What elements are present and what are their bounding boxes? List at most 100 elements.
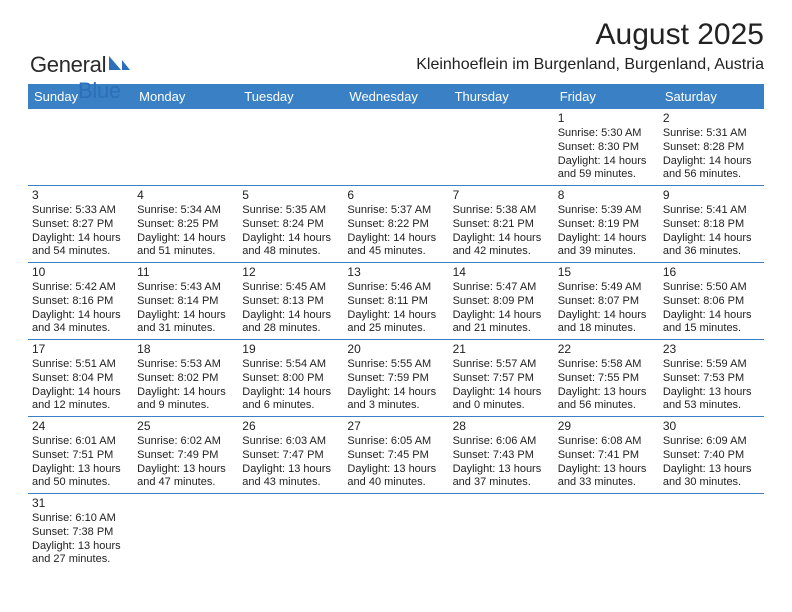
cell-line: and 15 minutes.	[663, 322, 760, 336]
cell-line: Sunset: 7:53 PM	[663, 372, 760, 386]
cell-line: and 56 minutes.	[558, 399, 655, 413]
cell-line: Sunrise: 5:31 AM	[663, 127, 760, 141]
calendar-cell-empty	[133, 494, 238, 571]
calendar-cell: 25Sunrise: 6:02 AMSunset: 7:49 PMDayligh…	[133, 417, 238, 494]
calendar-row: 3Sunrise: 5:33 AMSunset: 8:27 PMDaylight…	[28, 186, 764, 263]
day-number: 5	[242, 188, 339, 203]
day-header: Saturday	[659, 84, 764, 109]
day-number: 3	[32, 188, 129, 203]
cell-line: and 47 minutes.	[137, 476, 234, 490]
cell-line: Sunrise: 5:58 AM	[558, 358, 655, 372]
cell-line: Sunrise: 5:47 AM	[453, 281, 550, 295]
cell-line: Sunset: 7:43 PM	[453, 449, 550, 463]
cell-line: and 59 minutes.	[558, 168, 655, 182]
cell-line: Daylight: 13 hours	[347, 463, 444, 477]
cell-line: and 28 minutes.	[242, 322, 339, 336]
calendar-cell: 31Sunrise: 6:10 AMSunset: 7:38 PMDayligh…	[28, 494, 133, 571]
calendar-cell: 18Sunrise: 5:53 AMSunset: 8:02 PMDayligh…	[133, 340, 238, 417]
calendar-cell-empty	[238, 109, 343, 186]
calendar-cell: 29Sunrise: 6:08 AMSunset: 7:41 PMDayligh…	[554, 417, 659, 494]
cell-line: Daylight: 14 hours	[347, 386, 444, 400]
calendar-body: 1Sunrise: 5:30 AMSunset: 8:30 PMDaylight…	[28, 109, 764, 570]
cell-line: and 37 minutes.	[453, 476, 550, 490]
cell-line: Sunrise: 5:30 AM	[558, 127, 655, 141]
cell-line: and 39 minutes.	[558, 245, 655, 259]
cell-line: Daylight: 14 hours	[137, 232, 234, 246]
logo: GeneralBlue	[30, 52, 132, 104]
cell-line: Sunset: 8:21 PM	[453, 218, 550, 232]
cell-line: Sunrise: 6:03 AM	[242, 435, 339, 449]
cell-line: and 34 minutes.	[32, 322, 129, 336]
calendar-cell: 11Sunrise: 5:43 AMSunset: 8:14 PMDayligh…	[133, 263, 238, 340]
cell-line: Daylight: 13 hours	[558, 463, 655, 477]
month-title: August 2025	[28, 18, 764, 52]
cell-line: and 36 minutes.	[663, 245, 760, 259]
logo-text: GeneralBlue	[30, 52, 132, 104]
header: August 2025 Kleinhoeflein im Burgenland,…	[28, 18, 764, 74]
day-number: 7	[453, 188, 550, 203]
day-number: 13	[347, 265, 444, 280]
day-header: Tuesday	[238, 84, 343, 109]
calendar-cell: 4Sunrise: 5:34 AMSunset: 8:25 PMDaylight…	[133, 186, 238, 263]
day-number: 21	[453, 342, 550, 357]
calendar-cell-empty	[449, 494, 554, 571]
cell-line: Sunset: 7:40 PM	[663, 449, 760, 463]
cell-line: Sunrise: 5:37 AM	[347, 204, 444, 218]
location-text: Kleinhoeflein im Burgenland, Burgenland,…	[28, 56, 764, 74]
cell-line: Sunset: 8:02 PM	[137, 372, 234, 386]
cell-line: Daylight: 13 hours	[558, 386, 655, 400]
calendar-cell: 23Sunrise: 5:59 AMSunset: 7:53 PMDayligh…	[659, 340, 764, 417]
day-number: 9	[663, 188, 760, 203]
cell-line: Daylight: 13 hours	[137, 463, 234, 477]
cell-line: Sunrise: 5:46 AM	[347, 281, 444, 295]
day-header: Friday	[554, 84, 659, 109]
day-number: 30	[663, 419, 760, 434]
cell-line: Sunrise: 6:08 AM	[558, 435, 655, 449]
cell-line: Daylight: 14 hours	[558, 232, 655, 246]
cell-line: Sunset: 8:24 PM	[242, 218, 339, 232]
cell-line: Sunrise: 5:33 AM	[32, 204, 129, 218]
cell-line: Sunset: 8:22 PM	[347, 218, 444, 232]
cell-line: Sunrise: 6:06 AM	[453, 435, 550, 449]
cell-line: Daylight: 14 hours	[453, 386, 550, 400]
cell-line: Sunset: 7:45 PM	[347, 449, 444, 463]
cell-line: and 0 minutes.	[453, 399, 550, 413]
calendar-cell: 22Sunrise: 5:58 AMSunset: 7:55 PMDayligh…	[554, 340, 659, 417]
cell-line: Daylight: 13 hours	[663, 463, 760, 477]
day-header: Monday	[133, 84, 238, 109]
day-number: 18	[137, 342, 234, 357]
cell-line: Sunrise: 5:39 AM	[558, 204, 655, 218]
cell-line: Sunset: 8:07 PM	[558, 295, 655, 309]
cell-line: Sunset: 8:09 PM	[453, 295, 550, 309]
calendar-cell: 3Sunrise: 5:33 AMSunset: 8:27 PMDaylight…	[28, 186, 133, 263]
cell-line: and 43 minutes.	[242, 476, 339, 490]
logo-sail-icon	[107, 52, 131, 78]
cell-line: Sunrise: 5:55 AM	[347, 358, 444, 372]
calendar-cell: 5Sunrise: 5:35 AMSunset: 8:24 PMDaylight…	[238, 186, 343, 263]
calendar-cell: 24Sunrise: 6:01 AMSunset: 7:51 PMDayligh…	[28, 417, 133, 494]
cell-line: Sunrise: 5:57 AM	[453, 358, 550, 372]
cell-line: and 12 minutes.	[32, 399, 129, 413]
cell-line: Sunset: 7:41 PM	[558, 449, 655, 463]
cell-line: and 18 minutes.	[558, 322, 655, 336]
calendar-cell: 28Sunrise: 6:06 AMSunset: 7:43 PMDayligh…	[449, 417, 554, 494]
cell-line: Sunrise: 5:51 AM	[32, 358, 129, 372]
day-number: 6	[347, 188, 444, 203]
cell-line: and 3 minutes.	[347, 399, 444, 413]
calendar-cell: 6Sunrise: 5:37 AMSunset: 8:22 PMDaylight…	[343, 186, 448, 263]
day-number: 24	[32, 419, 129, 434]
cell-line: Sunset: 8:19 PM	[558, 218, 655, 232]
cell-line: and 27 minutes.	[32, 553, 129, 567]
calendar-table: SundayMondayTuesdayWednesdayThursdayFrid…	[28, 84, 764, 570]
calendar-cell: 10Sunrise: 5:42 AMSunset: 8:16 PMDayligh…	[28, 263, 133, 340]
day-header: Wednesday	[343, 84, 448, 109]
calendar-header-row: SundayMondayTuesdayWednesdayThursdayFrid…	[28, 84, 764, 109]
cell-line: Sunrise: 5:54 AM	[242, 358, 339, 372]
calendar-cell: 14Sunrise: 5:47 AMSunset: 8:09 PMDayligh…	[449, 263, 554, 340]
cell-line: and 53 minutes.	[663, 399, 760, 413]
calendar-cell-empty	[133, 109, 238, 186]
calendar-cell: 16Sunrise: 5:50 AMSunset: 8:06 PMDayligh…	[659, 263, 764, 340]
cell-line: Daylight: 14 hours	[347, 309, 444, 323]
cell-line: Sunrise: 5:41 AM	[663, 204, 760, 218]
calendar-cell: 26Sunrise: 6:03 AMSunset: 7:47 PMDayligh…	[238, 417, 343, 494]
